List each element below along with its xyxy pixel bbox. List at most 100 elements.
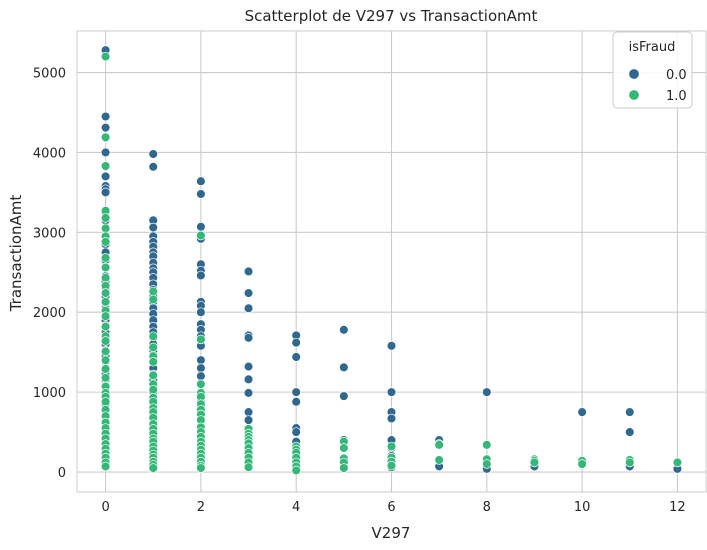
- point-1-106: [339, 463, 349, 473]
- point-0-53: [148, 222, 158, 233]
- point-1-67: [196, 379, 206, 389]
- point-0-6: [100, 171, 111, 182]
- point-0-167: [386, 413, 397, 424]
- point-0-151: [291, 427, 301, 437]
- point-1-47: [148, 384, 158, 395]
- point-0-136: [243, 407, 254, 417]
- point-0-97: [196, 221, 206, 232]
- point-0-9: [100, 187, 111, 198]
- point-0-158: [339, 362, 349, 373]
- point-1-112: [434, 455, 444, 465]
- point-1-66: [196, 334, 206, 345]
- point-1-1: [100, 132, 111, 143]
- plot-frame: [76, 30, 707, 493]
- legend-label-1-0: 1.0: [666, 89, 687, 104]
- legend-title: isFraud: [629, 40, 676, 55]
- point-1-42: [148, 342, 158, 353]
- point-0-96: [196, 189, 206, 199]
- point-1-45: [148, 370, 158, 381]
- point-1-120: [577, 459, 587, 469]
- point-1-20: [100, 355, 111, 365]
- legend-marker-0-0: [628, 68, 640, 80]
- point-1-110: [386, 460, 397, 471]
- point-0-148: [291, 387, 301, 397]
- point-1-26: [100, 396, 111, 407]
- point-1-21: [100, 364, 111, 374]
- point-0-165: [386, 387, 397, 397]
- point-1-122: [625, 457, 635, 468]
- point-0-135: [243, 388, 254, 398]
- point-0-182: [577, 407, 587, 417]
- x-tick-label-2: 4: [292, 500, 300, 515]
- point-1-8: [100, 253, 111, 263]
- series-1: [100, 51, 683, 476]
- point-0-164: [386, 341, 397, 351]
- point-0-176: [482, 387, 492, 397]
- point-0-2: [100, 122, 111, 133]
- point-0-137: [243, 415, 254, 425]
- chart-title: Scatterplot de V297 vs TransactionAmt: [245, 7, 538, 25]
- point-1-15: [100, 311, 111, 321]
- point-layer: [100, 45, 683, 476]
- point-0-128: [243, 266, 254, 277]
- point-1-103: [339, 443, 349, 453]
- legend-label-0-0: 0.0: [666, 68, 687, 83]
- y-tick-label-4: 4000: [33, 146, 66, 161]
- point-1-123: [672, 457, 683, 468]
- x-tick-label-1: 2: [197, 500, 205, 515]
- point-1-18: [100, 336, 111, 346]
- point-1-65: [196, 230, 206, 241]
- point-1-41: [148, 331, 158, 341]
- point-1-13: [100, 297, 111, 307]
- point-0-132: [243, 333, 254, 343]
- point-1-19: [100, 346, 111, 357]
- point-0-105: [196, 307, 206, 317]
- point-1-16: [100, 321, 111, 332]
- point-0-146: [291, 337, 301, 348]
- point-1-111: [434, 440, 444, 450]
- y-tick-label-2: 2000: [33, 306, 66, 321]
- point-0-112: [196, 363, 206, 373]
- legend-marker-1-0: [628, 89, 640, 101]
- point-0-130: [243, 303, 254, 313]
- x-tick-label-6: 12: [669, 500, 686, 515]
- point-1-107: [386, 441, 397, 452]
- point-1-5: [100, 223, 111, 234]
- point-0-147: [291, 352, 301, 362]
- y-tick-label-1: 1000: [33, 386, 66, 401]
- point-1-118: [529, 457, 540, 468]
- x-tick-label-5: 10: [574, 500, 591, 515]
- point-0-95: [196, 176, 206, 186]
- point-0-134: [243, 374, 254, 385]
- point-1-10: [100, 273, 111, 283]
- point-1-101: [291, 465, 301, 476]
- legend: isFraud 0.0 1.0: [612, 31, 693, 109]
- point-0-186: [625, 427, 635, 437]
- point-1-115: [482, 459, 492, 469]
- point-1-84: [196, 463, 206, 473]
- x-tick-label-4: 8: [483, 500, 491, 515]
- point-1-22: [100, 372, 111, 383]
- legend-box: [612, 31, 693, 109]
- point-1-113: [482, 440, 492, 450]
- y-tick-label-0: 0: [58, 466, 66, 481]
- point-0-4: [100, 147, 111, 158]
- point-1-44: [148, 357, 158, 367]
- point-0-111: [196, 355, 206, 365]
- y-tick-label-5: 5000: [33, 67, 66, 82]
- x-tick-label-3: 6: [387, 500, 395, 515]
- point-0-51: [148, 162, 158, 172]
- point-0-149: [291, 396, 301, 407]
- point-1-7: [100, 237, 111, 247]
- point-1-4: [100, 213, 111, 223]
- tick-label-layer: 0 2 4 6 8 10 12 0 1000 2000 3000 4000 5000: [33, 67, 686, 515]
- point-1-12: [100, 288, 111, 298]
- point-0-133: [243, 361, 254, 372]
- point-1-38: [100, 461, 111, 472]
- point-0-129: [243, 288, 254, 298]
- y-axis-title: TransactionAmt: [7, 195, 25, 313]
- point-0-1: [100, 111, 111, 122]
- x-tick-label-0: 0: [101, 500, 109, 515]
- point-1-94: [243, 462, 254, 472]
